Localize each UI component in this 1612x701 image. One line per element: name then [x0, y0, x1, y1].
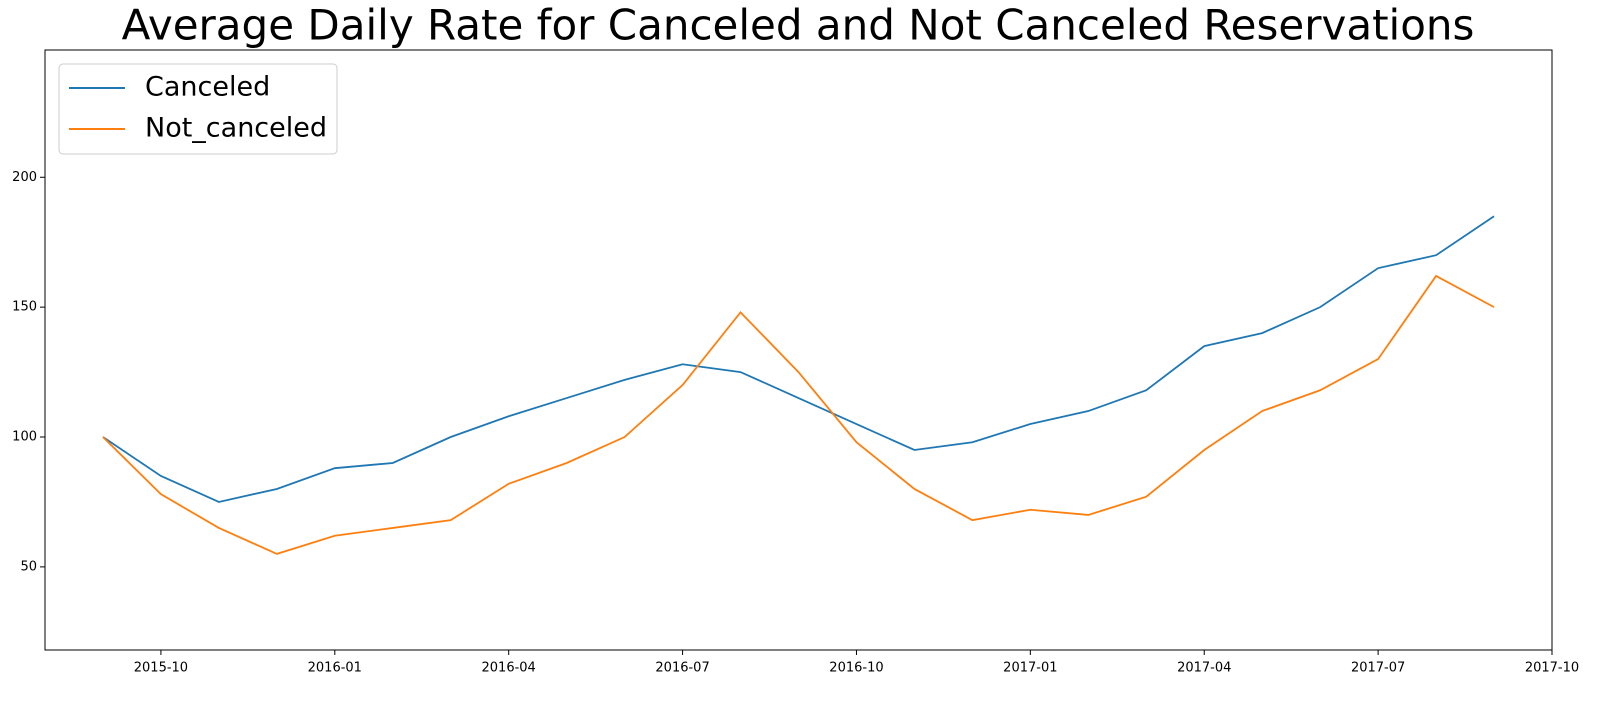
legend-box [58, 63, 338, 155]
x-tick-label: 2017-04 [1177, 661, 1231, 676]
series-line [102, 274, 1495, 555]
x-tick-label: 2016-10 [829, 661, 883, 676]
chart-title: Average Daily Rate for Canceled and Not … [122, 1, 1475, 50]
x-tick-label: 2016-07 [655, 661, 709, 676]
y-tick-label: 150 [12, 300, 37, 315]
x-tick-label: 2016-04 [482, 661, 536, 676]
x-tick-label: 2015-10 [134, 661, 188, 676]
x-tick-label: 2017-07 [1351, 661, 1405, 676]
y-tick-label: 200 [12, 170, 37, 185]
x-tick-label: 2017-10 [1525, 661, 1579, 676]
legend-label: Canceled [145, 72, 270, 103]
series-line [102, 215, 1495, 503]
plot-frame [44, 49, 1553, 651]
x-tick-label: 2016-01 [308, 661, 362, 676]
y-tick-label: 100 [12, 430, 37, 445]
x-tick-label: 2017-01 [1003, 661, 1057, 676]
legend-label: Not_canceled [145, 113, 327, 144]
y-tick-label: 50 [20, 559, 37, 574]
